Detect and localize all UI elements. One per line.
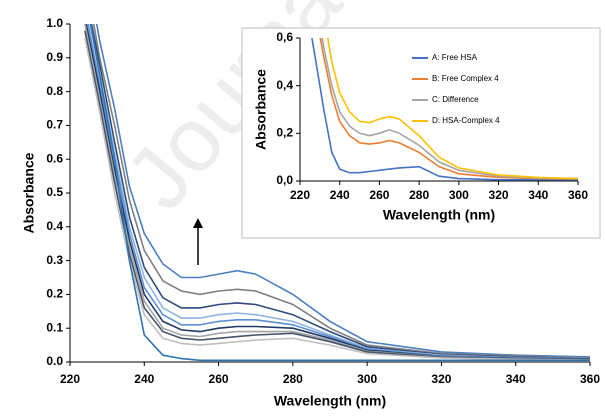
x-tick-label: 240 <box>330 188 350 202</box>
series-line <box>90 24 590 360</box>
plot-lines <box>311 38 578 181</box>
x-tick-label: 280 <box>409 188 429 202</box>
legend-label: B: Free Complex 4 <box>432 74 499 83</box>
series-line <box>87 24 590 360</box>
x-axis-label: Wavelength (nm) <box>383 207 495 223</box>
series-line <box>95 24 590 358</box>
y-tick-label: 0,0 <box>276 173 293 187</box>
x-tick-label: 340 <box>528 188 548 202</box>
x-tick-label: 300 <box>449 188 469 202</box>
x-tick-label: 260 <box>209 372 229 386</box>
x-tick-label: 280 <box>283 372 303 386</box>
x-tick-label: 320 <box>489 188 509 202</box>
legend-label: A: Free HSA <box>432 53 478 62</box>
y-tick-label: 0.9 <box>46 50 63 64</box>
y-tick-label: 0,4 <box>276 78 293 92</box>
y-tick-label: 0.5 <box>46 185 63 199</box>
x-tick-label: 360 <box>568 188 588 202</box>
legend-label: C: Difference <box>432 95 479 104</box>
x-tick-label: 340 <box>506 372 526 386</box>
y-tick-label: 0.6 <box>46 151 63 165</box>
y-tick-label: 0.1 <box>46 320 63 334</box>
arrow-head <box>193 218 203 228</box>
y-tick-label: 0.0 <box>46 354 63 368</box>
series-line <box>92 24 590 359</box>
y-tick-label: 0.8 <box>46 84 63 98</box>
y-axis-label: Absorbance <box>21 152 37 233</box>
y-tick-label: 0.7 <box>46 118 63 132</box>
y-tick-label: 0.4 <box>46 219 63 233</box>
y-tick-label: 0.3 <box>46 253 63 267</box>
y-tick-label: 0.2 <box>46 287 63 301</box>
series-line <box>321 38 578 180</box>
x-tick-label: 220 <box>290 188 310 202</box>
x-tick-label: 300 <box>357 372 377 386</box>
x-tick-label: 240 <box>134 372 154 386</box>
inset-frame <box>241 27 601 239</box>
legend-label: D: HSA-Complex 4 <box>432 116 500 125</box>
y-tick-label: 0,6 <box>276 30 293 44</box>
plot-lines <box>84 24 590 362</box>
x-axis-label: Wavelength (nm) <box>274 393 386 409</box>
y-tick-label: 1.0 <box>46 16 63 30</box>
y-axis-label: Absorbance <box>253 69 269 150</box>
x-tick-label: 220 <box>60 372 80 386</box>
x-tick-label: 360 <box>580 372 600 386</box>
x-tick-label: 260 <box>369 188 389 202</box>
y-tick-label: 0,2 <box>276 126 293 140</box>
series-line <box>319 38 578 180</box>
series-line <box>90 24 590 362</box>
x-tick-label: 320 <box>431 372 451 386</box>
series-line <box>326 38 578 180</box>
series-line <box>311 38 578 181</box>
series-line <box>84 37 590 361</box>
